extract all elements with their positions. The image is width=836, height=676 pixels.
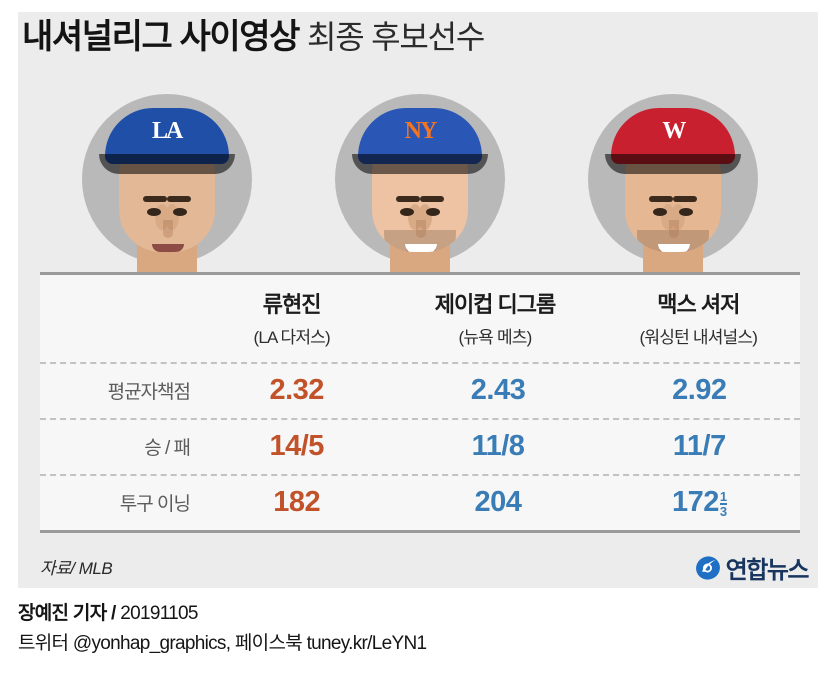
stat-value: 11/8 <box>471 430 525 463</box>
player-portrait: LA <box>77 88 257 274</box>
stat-label: 투구 이닝 <box>119 494 191 516</box>
eye-right <box>679 208 694 216</box>
eye-left <box>653 208 668 216</box>
stat-value: 11/7 <box>672 430 726 463</box>
stat-label: 평균자책점 <box>107 382 191 404</box>
source-label: 자료/ MLB <box>40 559 113 578</box>
stats-table: 류현진 (LA 다저스) 제이컵 디그롬 (뉴욕 메츠) 맥스 셔저 (워싱턴 … <box>40 272 800 533</box>
stat-value: 182 <box>273 486 321 519</box>
eyebrow-left <box>142 196 167 202</box>
nose-shape <box>415 220 426 238</box>
player-header-ryu: 류현진 (LA 다저스) <box>190 291 393 348</box>
stat-value: 2.32 <box>269 374 324 407</box>
player-team: (뉴욕 메츠) <box>458 327 532 347</box>
beard-shape <box>637 230 710 252</box>
beard-shape <box>383 230 456 252</box>
eyebrow-right <box>673 196 698 202</box>
player-team: (워싱턴 내셔널스) <box>639 327 758 347</box>
stat-value-whole: 172 <box>672 486 719 519</box>
reporter-name: 장예진 기자 / <box>18 603 116 624</box>
eyebrow-right <box>166 196 191 202</box>
player-team: (LA 다저스) <box>253 327 330 347</box>
stat-value: 2.43 <box>470 374 526 407</box>
eye-left <box>146 208 161 216</box>
player-name: 제이컵 디그롬 <box>434 292 557 317</box>
eye-left <box>399 208 414 216</box>
cap-brim <box>98 154 235 174</box>
player-header-scherzer: 맥스 셔저 (워싱턴 내셔널스) <box>597 291 800 348</box>
eyebrow-left <box>649 196 674 202</box>
table-row: 승 / 패 14/5 11/8 11/7 <box>40 417 800 474</box>
nose-shape <box>669 220 680 238</box>
publish-date: 20191105 <box>120 603 198 624</box>
cap-brim <box>605 154 742 174</box>
title-light: 최종 후보선수 <box>306 19 485 55</box>
table-row: 투구 이닝 182 204 172 1 3 <box>40 473 800 530</box>
stat-value: 14/5 <box>269 430 324 463</box>
nose-shape <box>162 220 173 238</box>
yonhap-logo: 연합뉴스 <box>695 550 810 585</box>
title-strong: 내셔널리그 사이영상 <box>22 18 300 56</box>
player-name: 맥스 셔저 <box>657 292 740 317</box>
yonhap-logo-text: 연합뉴스 <box>725 557 810 584</box>
eye-right <box>425 208 440 216</box>
player-portrait: W <box>583 88 763 274</box>
portrait-row: LA <box>40 88 800 274</box>
cap-logo-text: LA <box>151 118 183 144</box>
portrait-cell-ryu: LA <box>40 88 293 274</box>
portrait-cell-degrom: NY <box>293 88 546 274</box>
player-header-degrom: 제이컵 디그롬 (뉴욕 메츠) <box>393 291 596 348</box>
table-row: 평균자책점 2.32 2.43 2.92 <box>40 361 800 418</box>
fraction-numerator: 1 <box>719 489 727 505</box>
cap-logo-text: W <box>662 118 686 144</box>
footer-social: 트위터 @yonhap_graphics, 페이스북 tuney.kr/LeYN… <box>18 632 427 654</box>
footer-byline: 장예진 기자 / 20191105 <box>18 600 818 628</box>
cap-logo-text: NY <box>404 118 438 144</box>
cap-brim <box>351 154 488 174</box>
header-spacer <box>40 291 190 348</box>
yonhap-swirl-icon <box>695 555 721 581</box>
player-name: 류현진 <box>262 292 322 317</box>
fraction-denominator: 3 <box>719 503 727 520</box>
player-portrait: NY <box>330 88 510 274</box>
table-top-rule <box>40 272 800 275</box>
stat-label: 승 / 패 <box>144 438 191 460</box>
eyebrow-right <box>419 196 444 202</box>
mouth-shape <box>404 244 437 252</box>
mouth-shape <box>658 244 691 252</box>
stat-value-fraction: 172 1 3 <box>599 486 800 519</box>
mouth-shape <box>151 244 184 252</box>
footer: 장예진 기자 / 20191105 트위터 @yonhap_graphics, … <box>18 600 818 657</box>
table-bottom-rule <box>40 529 800 533</box>
eyebrow-left <box>395 196 420 202</box>
page-title: 내셔널리그 사이영상 최종 후보선수 <box>22 20 782 54</box>
stat-value: 2.92 <box>672 374 727 407</box>
eye-right <box>172 208 187 216</box>
portrait-cell-scherzer: W <box>547 88 800 274</box>
player-header-row: 류현진 (LA 다저스) 제이컵 디그롬 (뉴욕 메츠) 맥스 셔저 (워싱턴 … <box>40 275 800 362</box>
stat-value: 204 <box>474 486 522 519</box>
